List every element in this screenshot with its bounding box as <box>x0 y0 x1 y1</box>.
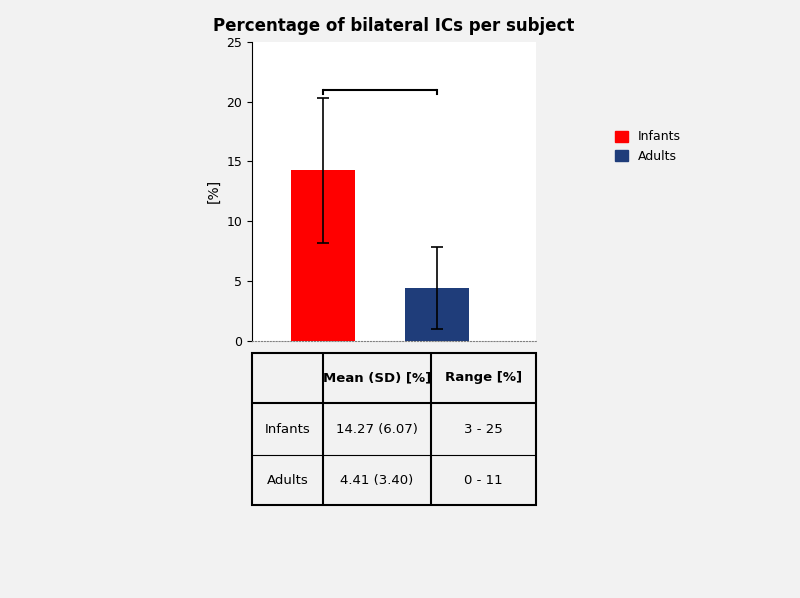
Bar <box>291 170 355 341</box>
Text: Adults: Adults <box>266 474 308 487</box>
Text: 4.41 (3.40): 4.41 (3.40) <box>340 474 414 487</box>
Bar <box>405 288 469 341</box>
Text: 3 - 25: 3 - 25 <box>464 423 503 435</box>
Text: Range [%]: Range [%] <box>445 371 522 385</box>
Y-axis label: [%]: [%] <box>207 179 221 203</box>
Legend: Infants, Adults: Infants, Adults <box>610 126 686 167</box>
Text: 0 - 11: 0 - 11 <box>464 474 502 487</box>
Title: Percentage of bilateral ICs per subject: Percentage of bilateral ICs per subject <box>214 17 574 35</box>
Text: Infants: Infants <box>265 423 310 435</box>
Text: Mean (SD) [%]: Mean (SD) [%] <box>323 371 431 385</box>
Text: 14.27 (6.07): 14.27 (6.07) <box>336 423 418 435</box>
